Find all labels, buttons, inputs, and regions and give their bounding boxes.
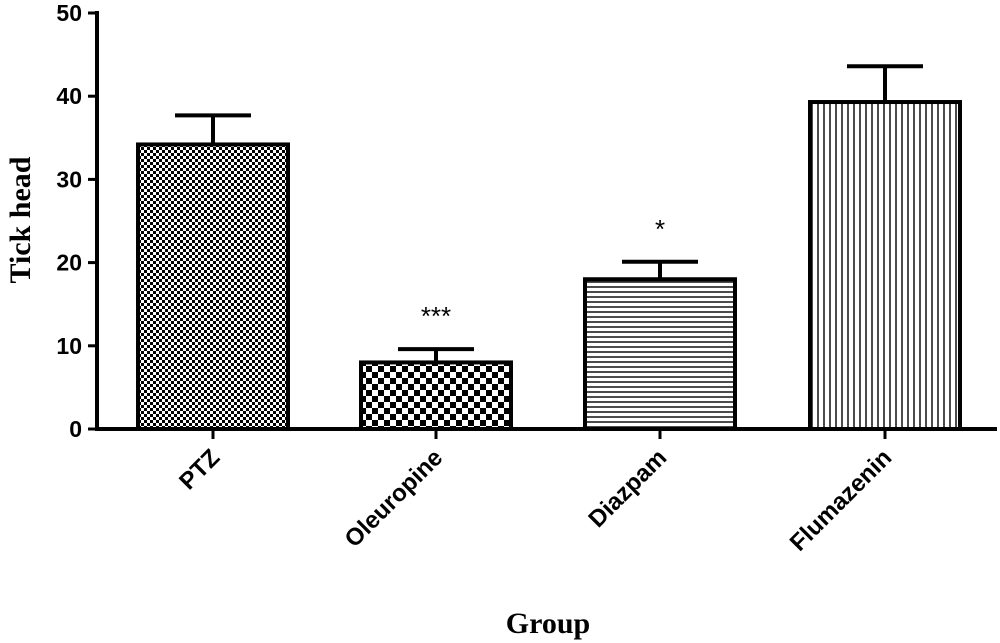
- error-bars-layer: [175, 64, 923, 363]
- x-tick-label: Flumazenin: [785, 444, 897, 556]
- bar-oleuropine: [359, 360, 513, 431]
- y-tick-label: 50: [56, 0, 82, 26]
- annotations-layer: ****: [421, 214, 665, 331]
- x-tick-label: Diazpam: [583, 444, 672, 533]
- y-tick-label: 40: [56, 83, 82, 109]
- significance-marker: ***: [421, 301, 451, 331]
- y-tick-label: 20: [56, 250, 82, 276]
- x-tick-label: Oleuropine: [340, 444, 449, 553]
- bars-layer: [136, 100, 962, 432]
- bar-ptz: [136, 142, 290, 431]
- y-tick-label: 0: [69, 416, 82, 442]
- x-tick-label: PTZ: [174, 444, 225, 495]
- y-ticks-layer: 0 10 20 30 40 50: [56, 0, 97, 442]
- significance-marker: *: [655, 214, 665, 244]
- x-ticks-layer: PTZ Oleuropine Diazpam Flumazenin: [174, 429, 897, 557]
- x-axis-title: Group: [506, 607, 590, 640]
- bar-diazpam: [583, 277, 737, 431]
- y-tick-label: 30: [56, 166, 82, 192]
- y-tick-label: 10: [56, 333, 82, 359]
- bar-flumazenin: [808, 100, 962, 432]
- y-axis-title: Tick head: [4, 156, 37, 283]
